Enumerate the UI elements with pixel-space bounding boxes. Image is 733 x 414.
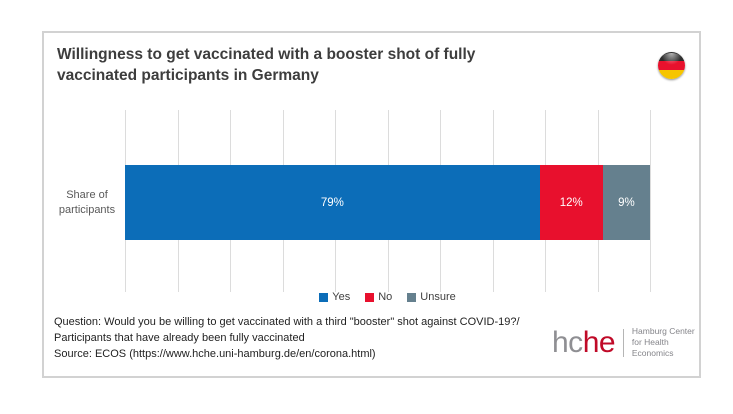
hche-logo: hche Hamburg Center for Health Economics: [552, 326, 699, 359]
legend-swatch: [319, 292, 329, 302]
footnote-question-line2: Participants that have already been full…: [54, 332, 305, 344]
legend-item-unsure: Unsure: [407, 291, 456, 303]
legend-label: No: [378, 291, 393, 303]
germany-flag-icon: [658, 52, 685, 79]
chart-title-line1: Willingness to get vaccinated with a boo…: [57, 46, 476, 63]
category-label: Share of participants: [58, 188, 116, 216]
hche-logo-tagline-line1: Hamburg Center: [631, 326, 695, 336]
stacked-bar: 79% 12% 9%: [125, 165, 650, 240]
footnote-question-line1: Question: Would you be willing to get va…: [54, 316, 520, 328]
bar-segment-value: 12%: [559, 196, 583, 209]
legend-swatch: [407, 292, 417, 302]
hche-logo-tagline-line2: for Health Economics: [631, 337, 674, 358]
plot-area: 79% 12% 9%: [125, 110, 651, 292]
legend-swatch: [365, 292, 375, 302]
hche-logo-tagline: Hamburg Center for Health Economics: [632, 326, 699, 359]
chart-card: Willingness to get vaccinated with a boo…: [42, 31, 701, 378]
footnote: Question: Would you be willing to get va…: [54, 314, 520, 362]
legend-label: Unsure: [420, 291, 456, 303]
legend-item-no: No: [365, 291, 392, 303]
legend-item-yes: Yes: [319, 291, 350, 303]
hche-logo-divider: [623, 328, 624, 357]
footnote-source: Source: ECOS (https://www.hche.uni-hambu…: [54, 348, 376, 360]
bar-segment-value: 79%: [320, 196, 344, 209]
bar-segment-yes: 79%: [125, 165, 540, 240]
chart-title-line2: vaccinated participants in Germany: [57, 67, 319, 84]
bar-segment-unsure: 9%: [602, 165, 650, 240]
hche-logo-hc: hc: [552, 325, 583, 359]
bar-segment-no: 12%: [539, 165, 603, 240]
legend: Yes No Unsure: [125, 291, 650, 303]
hche-logo-he: he: [582, 325, 616, 359]
chart-title: Willingness to get vaccinated with a boo…: [57, 44, 632, 86]
hche-logo-wordmark: hche: [552, 327, 616, 357]
bar-segment-value: 9%: [618, 196, 635, 209]
legend-label: Yes: [332, 291, 351, 303]
gridline: [650, 110, 651, 292]
